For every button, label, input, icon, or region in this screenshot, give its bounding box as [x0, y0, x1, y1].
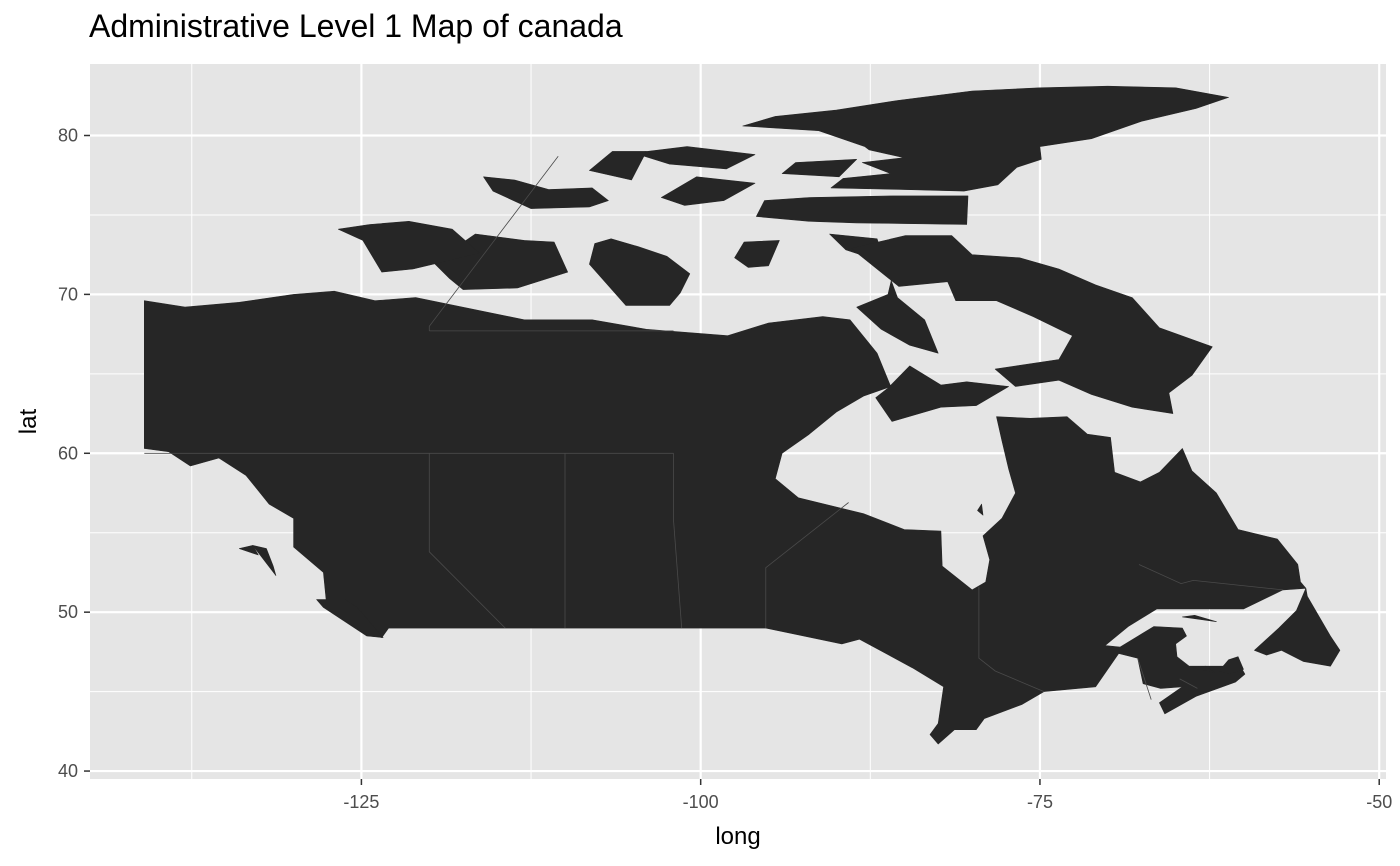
- y-axis: 40 50 60 70 80: [58, 126, 90, 781]
- x-axis-title: long: [715, 823, 760, 850]
- province-border-1: [428, 453, 506, 629]
- land-polygon-21[interactable]: [239, 545, 259, 556]
- land-polygon-19[interactable]: [316, 599, 384, 638]
- province-border-6: [1138, 564, 1283, 591]
- province-border-7: [1137, 658, 1152, 700]
- province-border-8: [1179, 678, 1198, 689]
- land-polygon-0[interactable]: [144, 290, 1341, 745]
- y-tick-label: 50: [58, 602, 78, 622]
- y-axis-title: lat: [15, 409, 42, 435]
- province-border-3: [673, 453, 683, 629]
- land-polygon-16[interactable]: [1182, 614, 1217, 623]
- land-polygon-2[interactable]: [337, 221, 480, 273]
- land-polygon-11[interactable]: [781, 159, 858, 178]
- land-polygon-20[interactable]: [252, 545, 277, 576]
- land-polygon-5[interactable]: [829, 233, 939, 354]
- x-tick-label: -75: [1027, 792, 1053, 812]
- province-border-4: [765, 502, 849, 629]
- x-tick-label: -100: [683, 792, 719, 812]
- x-tick-label: -125: [343, 792, 379, 812]
- canada-provinces[interactable]: [144, 85, 1341, 745]
- land-polygon-18[interactable]: [1218, 656, 1244, 675]
- x-tick-label: -50: [1366, 792, 1392, 812]
- province-border-5: [978, 586, 1045, 692]
- x-axis: -125 -100 -75 -50: [343, 779, 1392, 812]
- land-polygon-7[interactable]: [875, 365, 1010, 422]
- land-polygon-9[interactable]: [483, 176, 609, 209]
- province-border-9: [428, 155, 559, 331]
- land-polygon-15[interactable]: [977, 503, 984, 516]
- land-polygon-4[interactable]: [734, 240, 780, 268]
- province-borders: [144, 155, 1283, 700]
- land-polygon-13[interactable]: [589, 151, 647, 181]
- land-polygon-6[interactable]: [850, 235, 1213, 414]
- land-polygon-17[interactable]: [1190, 665, 1216, 673]
- y-tick-label: 60: [58, 443, 78, 463]
- y-tick-label: 80: [58, 126, 78, 146]
- land-polygon-3[interactable]: [589, 238, 691, 306]
- y-tick-label: 70: [58, 284, 78, 304]
- map-title: Administrative Level 1 Map of canada: [89, 8, 623, 44]
- land-polygon-12[interactable]: [633, 146, 756, 170]
- land-polygon-14[interactable]: [742, 85, 1229, 192]
- land-polygon-8[interactable]: [755, 195, 969, 225]
- land-polygon-10[interactable]: [660, 176, 756, 206]
- y-tick-label: 40: [58, 761, 78, 781]
